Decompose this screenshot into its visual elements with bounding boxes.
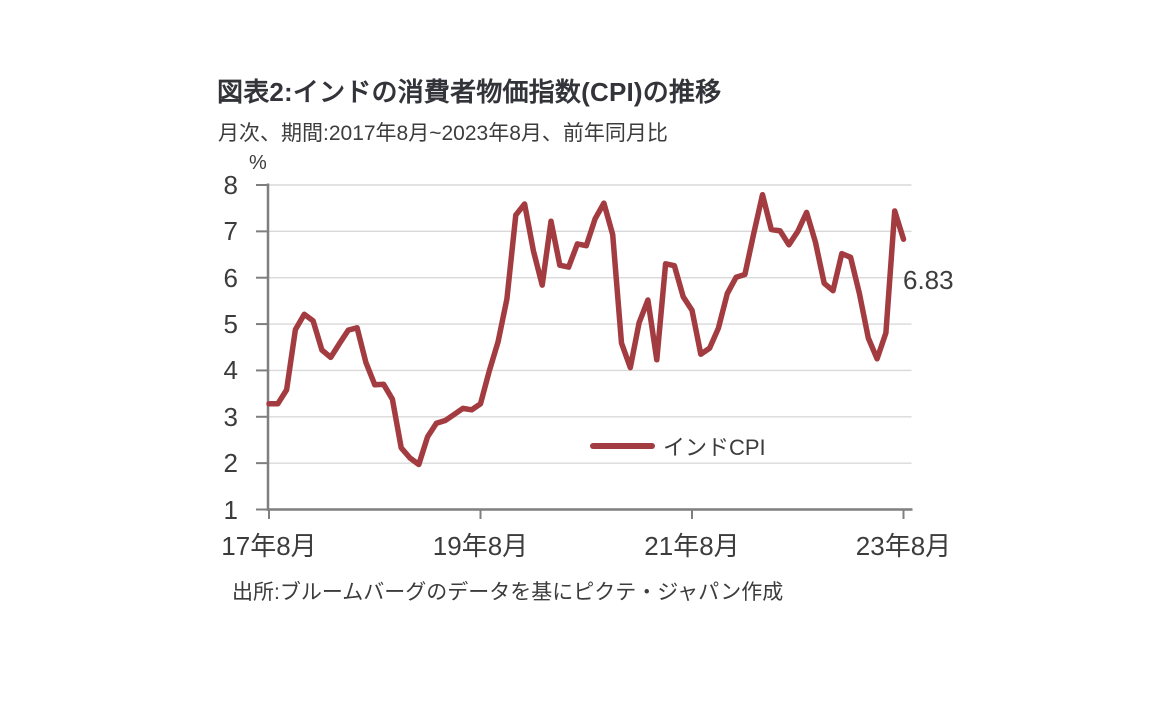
- y-axis-label: 1: [223, 494, 238, 525]
- x-axis-label: 21年8月: [644, 531, 740, 561]
- x-axis-label: 17年8月: [221, 531, 317, 561]
- y-axis-unit-label: %: [249, 152, 267, 174]
- legend: インドCPI: [590, 433, 766, 460]
- y-axis-label: 5: [223, 309, 238, 340]
- x-axis-label: 19年8月: [432, 531, 529, 561]
- y-axis-label: 7: [223, 216, 238, 247]
- last-value-annotation: 6.83: [903, 265, 954, 295]
- axis-ticks: [256, 184, 905, 519]
- gridlines: [269, 184, 912, 464]
- x-axis-label: 23年8月: [855, 531, 952, 561]
- india-cpi-line: [266, 191, 907, 468]
- y-axis-label: 6: [223, 262, 238, 293]
- chart-title: 図表2:インドの消費者物価指数(CPI)の推移: [217, 77, 722, 107]
- y-axis-label: 3: [223, 401, 238, 432]
- legend-line-sample: [590, 443, 655, 449]
- chart-subtitle: 月次、期間:2017年8月~2023年8月、前年同月比: [218, 122, 668, 145]
- y-axis-label: 2: [223, 448, 238, 479]
- axes: [266, 183, 913, 511]
- legend-label: インドCPI: [663, 435, 766, 460]
- source-note: 出所:ブルームバーグのデータを基にピクテ・ジャパン作成: [232, 581, 784, 604]
- y-axis-label: 4: [223, 355, 238, 386]
- y-axis-label: 8: [223, 170, 238, 200]
